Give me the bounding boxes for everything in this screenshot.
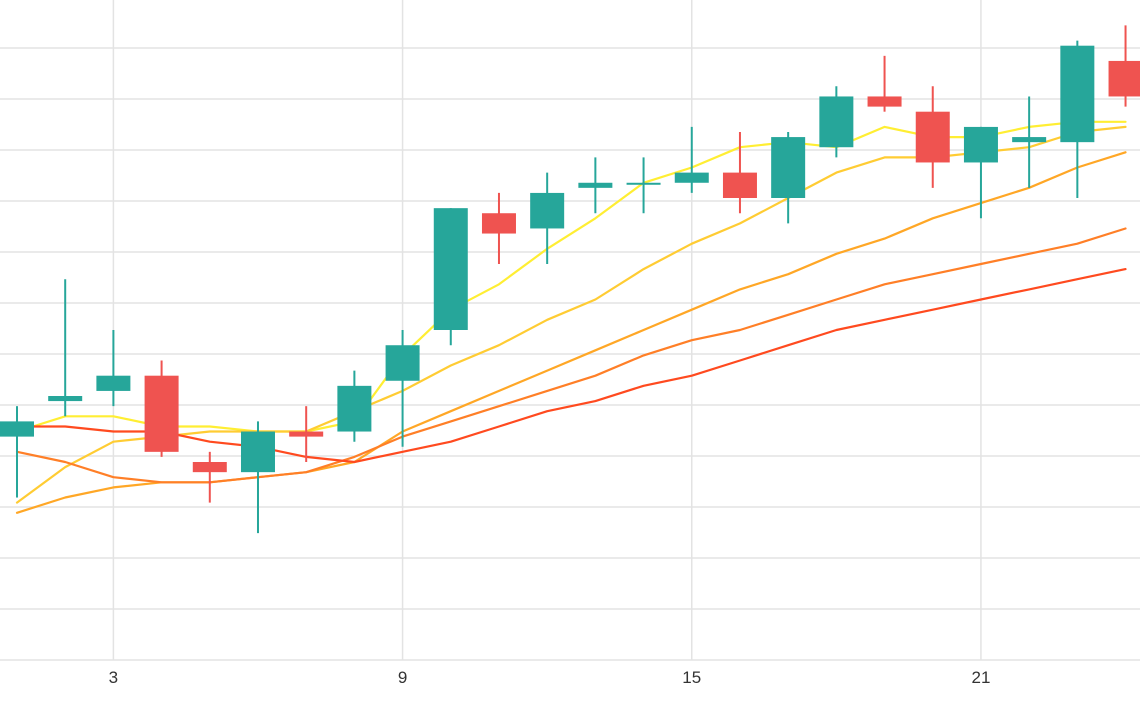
moving-average-line-2: [15, 125, 1127, 504]
moving-average-line-3: [15, 151, 1127, 514]
x-tick-label: 9: [398, 668, 407, 687]
candle-body-down: [289, 431, 324, 437]
candle-body-down: [867, 96, 902, 107]
candle-body-up: [96, 375, 131, 391]
x-tick-label: 21: [971, 668, 990, 687]
candle-body-up: [771, 137, 806, 198]
moving-average-line-1: [15, 120, 1127, 433]
candle-body-up: [1012, 137, 1047, 143]
candle-body-down: [192, 462, 227, 473]
candle-body-up: [48, 396, 83, 402]
candle-body-up: [674, 172, 709, 183]
candle-body-up: [240, 431, 275, 473]
x-tick-label: 15: [682, 668, 701, 687]
candle-body-up: [963, 126, 998, 163]
candle-body-up: [819, 96, 854, 148]
candle-body-up: [1060, 45, 1095, 143]
candle-body-down: [722, 172, 757, 198]
moving-average-line-5: [15, 268, 1127, 464]
candle-body-up: [385, 345, 420, 381]
moving-average-line-4: [15, 227, 1127, 484]
candle-body-down: [481, 213, 516, 234]
candle-body-down: [1108, 60, 1140, 97]
candle-body-up: [0, 421, 34, 437]
candle-body-down: [144, 375, 179, 452]
x-tick-label: 3: [109, 668, 118, 687]
candle-body-up: [433, 208, 468, 330]
candle-body-up: [578, 182, 613, 188]
candle-body-up: [337, 385, 372, 432]
candle-body-up: [530, 192, 565, 229]
candle-body-up: [626, 182, 661, 185]
candle-body-down: [915, 111, 950, 163]
